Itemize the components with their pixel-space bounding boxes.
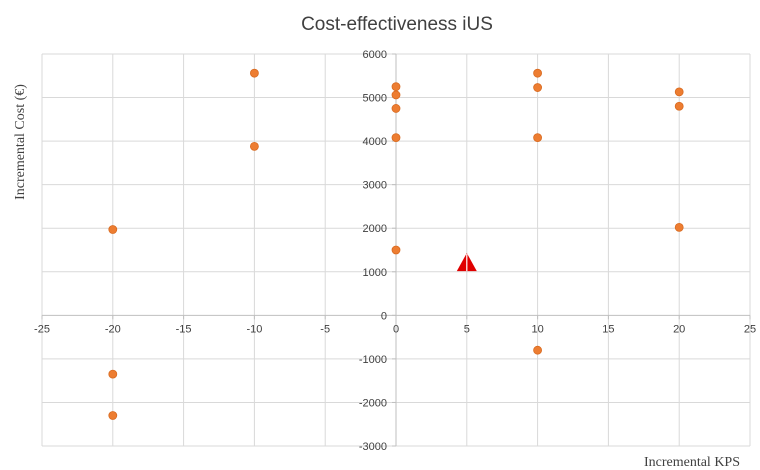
x-tick-label: 0 xyxy=(393,323,399,335)
scatter-point xyxy=(533,345,542,355)
x-tick-label: 15 xyxy=(602,323,614,335)
scatter-point xyxy=(108,411,118,420)
scatter-point xyxy=(674,222,684,232)
scatter-point xyxy=(674,101,684,111)
y-tick-labels: -3000 -2000 -1000 0 1000 2000 3000 4000 5000 6000 xyxy=(359,49,387,453)
y-tick-label: 3000 xyxy=(363,180,387,192)
scatter-point xyxy=(391,90,401,100)
y-tick-label: -3000 xyxy=(359,441,387,453)
scatter-point xyxy=(674,87,684,97)
scatter-point xyxy=(108,369,118,379)
x-tick-label: -15 xyxy=(176,323,192,335)
scatter-point xyxy=(249,68,259,78)
scatter-point xyxy=(533,68,542,78)
scatter-point xyxy=(249,141,259,151)
y-tick-label: 2000 xyxy=(363,223,387,235)
chart-title: Cost-effectiveness iUS xyxy=(301,14,493,35)
scatter-point xyxy=(533,133,542,143)
data-points xyxy=(108,68,684,420)
scatter-point xyxy=(391,133,401,143)
x-tick-label: 20 xyxy=(673,323,685,335)
y-tick-label: 6000 xyxy=(363,49,387,61)
scatter-point xyxy=(533,83,542,92)
y-tick-label: 1000 xyxy=(363,267,387,279)
x-tick-label: -5 xyxy=(320,323,330,335)
y-tick-label: 4000 xyxy=(363,136,387,148)
scatter-point xyxy=(391,245,401,255)
x-axis-title: Incremental KPS xyxy=(644,455,740,470)
x-tick-label: 5 xyxy=(464,323,470,335)
scatter-point xyxy=(391,82,401,92)
y-tick-label: 5000 xyxy=(363,93,387,105)
y-axis-title: Incremental Cost (€) xyxy=(13,84,28,200)
scatter-point xyxy=(391,104,401,113)
y-tick-label: -1000 xyxy=(359,354,387,366)
x-tick-labels: -25 -20 -15 -10 -5 0 5 10 15 20 25 xyxy=(34,323,756,335)
x-tick-label: -10 xyxy=(246,323,262,335)
x-tick-label: 10 xyxy=(531,323,543,335)
y-tick-label: -2000 xyxy=(359,397,387,409)
scatter-point xyxy=(108,225,118,234)
x-tick-label: 25 xyxy=(744,323,756,335)
x-tick-label: -25 xyxy=(34,323,50,335)
y-tick-label: 0 xyxy=(381,310,387,322)
x-tick-label: -20 xyxy=(105,323,121,335)
